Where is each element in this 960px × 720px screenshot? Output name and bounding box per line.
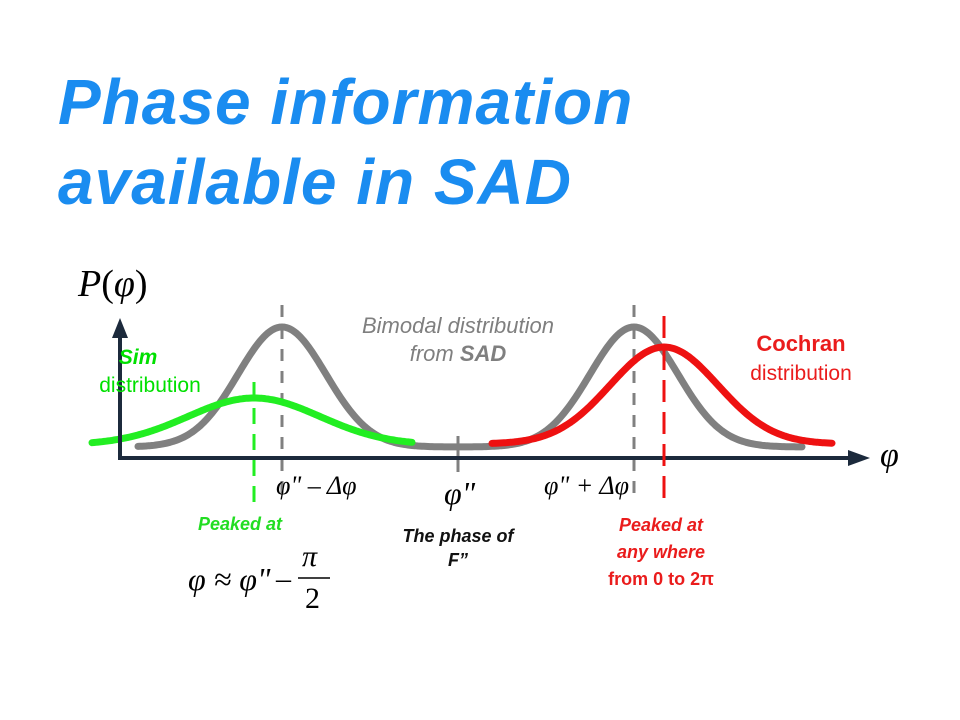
title-line-1: Phase information	[58, 66, 634, 138]
bimodal-label-line2: from SAD	[336, 340, 580, 368]
bimodal-label-from: from	[409, 341, 460, 366]
slide-title: Phase information available in SAD	[58, 62, 633, 222]
sim-formula-denominator: 2	[305, 582, 320, 615]
cochran-label: Cochran distribution	[728, 330, 874, 388]
y-axis-label-paren-close: )	[134, 263, 148, 305]
tick-label-left: φ" – Δφ	[276, 471, 357, 500]
sim-label-name: Sim	[118, 346, 158, 369]
cochran-label-name: Cochran	[756, 331, 846, 356]
bimodal-label-sad: SAD	[459, 341, 507, 366]
tick-label-center: φ"	[444, 475, 476, 511]
y-axis-label-prefix: P	[78, 263, 102, 305]
sim-formula-minus: –	[276, 562, 291, 595]
bimodal-label-line1: Bimodal distribution	[362, 313, 554, 338]
y-axis-arrowhead	[112, 318, 128, 338]
y-axis-label: P(φ)	[78, 262, 148, 306]
y-axis-label-paren-open: (	[101, 263, 114, 305]
cochran-curve	[488, 343, 836, 447]
sim-label-word: distribution	[99, 374, 201, 397]
sim-peaked-label: Peaked at	[198, 514, 283, 534]
cochran-peaked-line3: from 0 to 2π	[608, 569, 714, 589]
x-axis-arrowhead	[848, 450, 870, 466]
cochran-peaked-line1: Peaked at	[618, 515, 704, 535]
cochran-label-word: distribution	[750, 362, 852, 385]
center-note: The phase of F”	[378, 524, 538, 572]
cochran-peaked-label: Peaked at any where from 0 to 2π	[586, 512, 736, 593]
sim-formula-numerator: π	[302, 540, 318, 573]
cochran-peaked-line2: any where	[616, 542, 706, 562]
y-axis-label-var: φ	[113, 263, 135, 305]
sim-curve	[88, 394, 416, 447]
center-note-line1: The phase of	[402, 526, 514, 546]
bimodal-label: Bimodal distribution from SAD	[336, 312, 580, 368]
title-line-2: available in SAD	[58, 146, 572, 218]
sim-formula-lhs: φ ≈ φ"	[188, 561, 271, 597]
x-axis-label: φ	[880, 437, 899, 474]
bimodal-curve	[134, 323, 806, 451]
center-note-line2: F”	[448, 550, 468, 570]
tick-label-right: φ" + Δφ	[544, 471, 630, 500]
sim-label: Sim distribution	[80, 344, 220, 400]
